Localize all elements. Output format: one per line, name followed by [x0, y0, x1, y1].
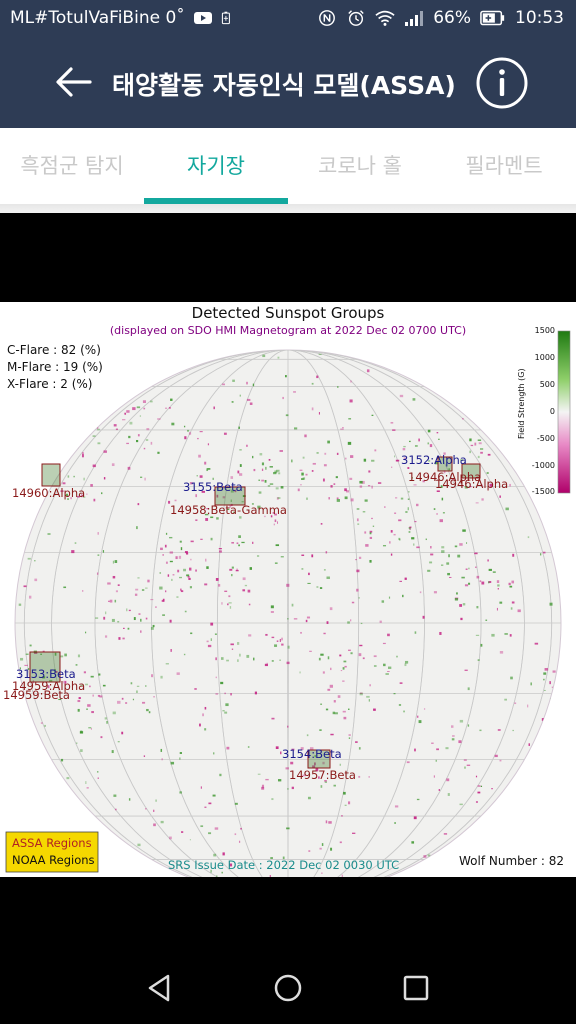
tab-sunspot-detection[interactable]: 흑점군 탐지 — [20, 154, 124, 178]
notification-text: ML#TotulVaFiBine 0˚ — [10, 8, 185, 28]
alarm-icon — [348, 10, 364, 26]
colorbar — [557, 330, 571, 494]
tab-magnetic-field[interactable]: 자기장 — [187, 154, 245, 178]
magnetogram-image[interactable]: Detected Sunspot Groups (displayed on SD… — [0, 302, 576, 877]
tab-bar: 흑점군 탐지 자기장 코로나 홀 필라멘트 — [0, 128, 576, 204]
region-boxes — [29, 456, 481, 769]
assa-region-label: 3152:Alpha — [401, 453, 467, 467]
x-flare-probability: X-Flare : 2 (%) — [7, 377, 93, 391]
assa-region-label: 3155:Beta — [183, 480, 243, 494]
battery-percent: 66% — [433, 8, 471, 28]
info-icon[interactable] — [475, 56, 529, 110]
plot-title: Detected Sunspot Groups — [191, 304, 385, 322]
noaa-region-label: 14957:Beta — [289, 768, 356, 782]
wolf-number: Wolf Number : 82 — [459, 854, 565, 868]
tab-coronal-hole[interactable]: 코로나 홀 — [318, 154, 402, 178]
colorbar-label: Field Strength (G) — [517, 368, 526, 439]
noaa-region-label: 14946:Alpha — [435, 477, 509, 491]
magnetic-field-speckle — [18, 353, 556, 877]
signal-icon — [405, 11, 424, 26]
system-nav-bar — [0, 952, 576, 1024]
colorbar-tick: 1000 — [534, 353, 555, 362]
nfc-icon — [319, 10, 336, 26]
wifi-icon — [375, 10, 395, 26]
solar-disk-graphic — [5, 330, 571, 877]
sunspot-region-box — [461, 463, 481, 479]
assa-region-label: 3154:Beta — [282, 747, 342, 761]
noaa-region-label: 14946:Alpha — [408, 470, 482, 484]
colorbar-tick: 500 — [539, 380, 555, 389]
sunspot-region-box — [307, 749, 331, 769]
lat-lon-grid — [15, 350, 561, 877]
plot-subtitle: (displayed on SDO HMI Magnetogram at 202… — [109, 324, 467, 337]
sunspot-region-box — [437, 456, 453, 472]
legend-box — [5, 831, 99, 873]
assa-region-label: 3153:Beta — [16, 667, 76, 681]
colorbar-tick: 0 — [549, 407, 555, 416]
battery-saver-icon — [221, 11, 230, 25]
tab-indicator — [144, 198, 288, 204]
youtube-icon — [193, 12, 212, 24]
clock: 10:53 — [515, 8, 564, 28]
page-title: 태양활동 자동인식 모델(ASSA) — [112, 71, 456, 100]
noaa-region-label: 14960:Alpha — [12, 486, 86, 500]
colorbar-tick: -1500 — [531, 487, 555, 496]
m-flare-probability: M-Flare : 19 (%) — [7, 360, 103, 374]
noaa-region-label: 14959:Beta — [3, 688, 70, 702]
battery-icon — [480, 10, 505, 26]
sunspot-region-box — [214, 486, 246, 506]
status-bar: ML#TotulVaFiBine 0˚ 66% 10:53 — [0, 0, 576, 38]
legend-noaa: NOAA Regions — [12, 853, 95, 867]
tab-bar-shadow — [0, 204, 576, 213]
nav-back-icon[interactable] — [140, 968, 180, 1008]
noaa-region-label: 14959:Alpha — [12, 679, 86, 693]
c-flare-probability: C-Flare : 82 (%) — [7, 343, 101, 357]
colorbar-tick: 1500 — [534, 326, 555, 335]
colorbar-tick: -1000 — [531, 461, 555, 470]
back-arrow-icon[interactable] — [52, 62, 96, 102]
nav-home-icon[interactable] — [268, 968, 308, 1008]
legend-assa: ASSA Regions — [12, 836, 92, 850]
nav-recents-icon[interactable] — [396, 968, 436, 1008]
sunspot-region-box — [29, 651, 61, 683]
noaa-region-label: 14958:Beta-Gamma — [170, 503, 287, 517]
sunspot-region-box — [41, 463, 61, 487]
colorbar-tick: -500 — [536, 434, 555, 443]
app-bar: 태양활동 자동인식 모델(ASSA) — [0, 38, 576, 128]
tab-filament[interactable]: 필라멘트 — [465, 154, 543, 178]
srs-issue-date: SRS Issue Date : 2022 Dec 02 0030 UTC — [168, 858, 400, 872]
